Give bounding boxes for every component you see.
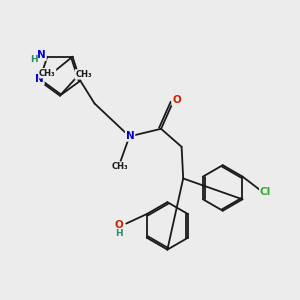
Text: H: H bbox=[116, 229, 123, 238]
Text: O: O bbox=[115, 220, 124, 230]
Text: CH₃: CH₃ bbox=[39, 69, 56, 78]
Text: CH₃: CH₃ bbox=[112, 162, 128, 171]
Text: N: N bbox=[37, 50, 46, 60]
Text: H: H bbox=[30, 55, 38, 64]
Text: N: N bbox=[35, 74, 44, 84]
Text: CH₃: CH₃ bbox=[75, 70, 92, 79]
Text: Cl: Cl bbox=[260, 188, 271, 197]
Text: O: O bbox=[172, 95, 181, 105]
Text: N: N bbox=[126, 131, 134, 141]
